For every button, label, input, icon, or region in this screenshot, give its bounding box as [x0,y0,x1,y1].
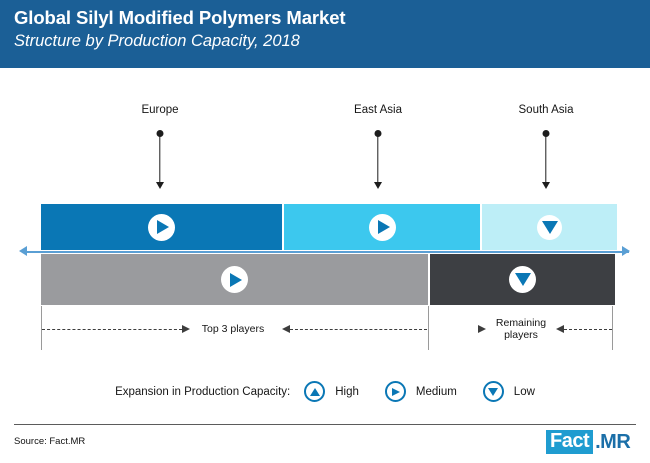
legend-label-medium: Medium [415,385,457,398]
axis-arrow-left-icon [19,246,27,256]
extension-line-mid [428,306,430,350]
dim-arrow-remaining-left-icon [556,325,564,333]
dim-arrow-remaining-right-icon [478,325,486,333]
dim-arrow-top3-left-icon [282,325,290,333]
footer-divider [14,424,636,426]
callout-arrowhead-east-asia-icon [374,182,382,189]
callout-label-east-asia: East Asia [354,104,402,116]
legend-item-medium[interactable]: Medium [384,381,457,402]
callout-arrowhead-europe-icon [156,182,164,189]
callout-arrowhead-south-asia-icon [542,182,550,189]
callout-label-europe: Europe [141,104,179,116]
callout-stem-europe [159,136,161,185]
callout-label-south-asia: South Asia [518,104,574,116]
legend-label-high: High [335,385,359,398]
extension-line-left [41,306,43,350]
region-bar [41,204,617,250]
legend-label-low: Low [513,385,535,398]
callout-dot-europe [156,130,164,137]
triangle-up-icon [304,381,326,402]
bar-segment-remaining-players[interactable] [430,254,615,305]
extension-line-right [612,306,614,350]
triangle-right-icon [377,220,390,234]
legend-title: Expansion in Production Capacity: [115,385,291,398]
header-band-flat [0,0,430,68]
page-title: Global Silyl Modified Polymers Market [14,7,346,28]
callout-dot-east-asia [374,130,382,137]
dim-line-remaining-right [564,329,612,330]
page-subtitle: Structure by Production Capacity, 2018 [14,32,300,50]
legend-item-high[interactable]: High [304,381,359,402]
expansion-badge-remaining-players [509,266,536,293]
dim-line-top3-left [42,329,182,330]
header-text-block: Global Silyl Modified Polymers Market St… [14,6,484,53]
expansion-badge-top-3-players [221,266,248,293]
expansion-badge-south-asia [537,214,562,240]
axis-line [25,251,629,253]
factmr-logo[interactable]: Fact .MR [546,430,631,454]
dim-arrow-top3-right-icon [182,325,190,333]
dim-line-top3-right [290,329,427,330]
axis-arrow-right-icon [622,246,630,256]
source-label: Source: Fact.MR [14,436,86,447]
bar-segment-europe[interactable] [41,204,282,250]
logo-secondary-text: .MR [595,431,631,453]
callout-stem-east-asia [377,136,379,185]
legend: Expansion in Production Capacity: High M… [0,381,650,402]
bar-segment-south-asia[interactable] [482,204,617,250]
players-bar [41,254,615,305]
triangle-right-icon [230,272,242,287]
triangle-down-icon [482,381,504,402]
callout-dot-south-asia [542,130,550,137]
bar-segment-east-asia[interactable] [284,204,480,250]
legend-item-low[interactable]: Low [482,381,535,402]
header-banner: Global Silyl Modified Polymers Market St… [0,0,650,80]
dim-label-top-3-players: Top 3 players [201,323,265,335]
bar-segment-top-3-players[interactable] [41,254,428,305]
logo-primary-text: Fact [546,430,594,454]
triangle-down-icon [514,273,531,286]
expansion-badge-east-asia [368,213,396,241]
dim-label-remaining-players: Remaining players [495,317,547,341]
expansion-badge-europe [148,213,175,241]
callout-stem-south-asia [545,136,547,185]
triangle-down-icon [541,220,558,234]
triangle-right-icon [384,381,406,402]
triangle-right-icon [157,220,169,234]
